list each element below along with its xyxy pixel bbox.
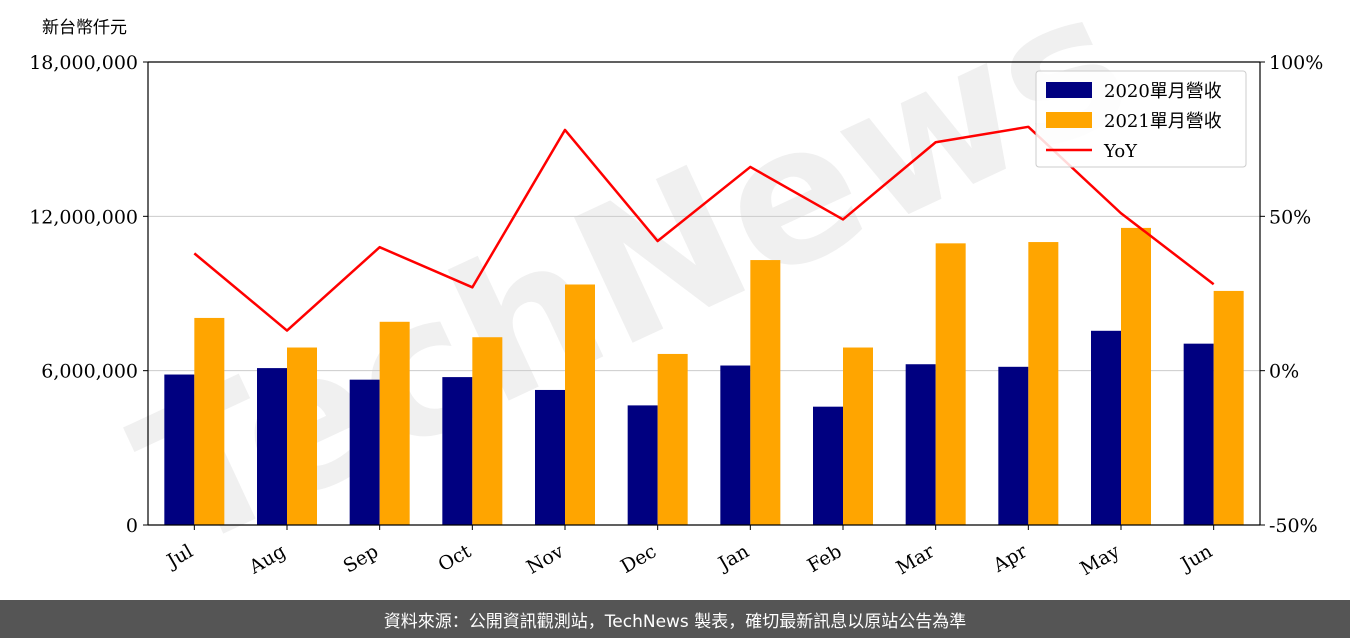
- bar-2021: [1121, 227, 1151, 526]
- y-axis-unit-label: 新台幣仟元: [42, 18, 127, 38]
- right-tick-label: 50%: [1269, 206, 1311, 228]
- x-tick-label: Sep: [340, 540, 383, 577]
- bar-2021: [657, 353, 688, 525]
- x-tick-label: Feb: [804, 540, 846, 577]
- x-tick-label: Jun: [1176, 540, 1217, 576]
- left-tick-label: 18,000,000: [29, 52, 138, 74]
- bar-2021: [194, 317, 225, 525]
- x-tick-label: May: [1077, 540, 1124, 580]
- bar-2021: [935, 243, 966, 525]
- bar-2021: [843, 347, 873, 525]
- bar-2020: [535, 389, 565, 525]
- bar-2020: [627, 405, 658, 525]
- x-tick-label: Apr: [989, 540, 1032, 577]
- left-tick-label: 6,000,000: [41, 361, 138, 383]
- x-tick-label: Oct: [435, 540, 476, 576]
- bar-2021: [1028, 242, 1059, 526]
- bar-2020: [1091, 330, 1121, 525]
- bar-2020: [349, 379, 380, 525]
- bar-2021: [1213, 290, 1244, 525]
- left-tick-label: 0: [126, 515, 138, 537]
- bar-2021: [565, 284, 595, 525]
- source-footer: 資料來源：公開資訊觀測站，TechNews 製表，確切最新訊息以原站公告為準: [0, 600, 1350, 638]
- x-tick-label: Nov: [523, 540, 568, 579]
- legend-label: YoY: [1103, 141, 1138, 162]
- bar-2020: [813, 406, 843, 525]
- right-tick-label: 100%: [1269, 52, 1323, 74]
- bar-2020: [720, 365, 751, 525]
- bar-2020: [1183, 343, 1214, 525]
- source-text: 資料來源：公開資訊觀測站，TechNews 製表，確切最新訊息以原站公告為準: [383, 611, 967, 632]
- legend-swatch: [1046, 82, 1092, 98]
- left-tick-label: 12,000,000: [29, 206, 138, 228]
- x-tick-label: Jan: [713, 540, 753, 576]
- right-tick-label: -50%: [1269, 515, 1318, 537]
- right-tick-label: 0%: [1269, 361, 1299, 383]
- bar-2021: [287, 347, 317, 525]
- x-tick-label: Mar: [893, 540, 939, 579]
- bar-2020: [442, 377, 473, 525]
- bar-2020: [905, 364, 936, 525]
- legend-label: 2021單月營收: [1104, 111, 1222, 132]
- bar-2021: [750, 260, 781, 525]
- bar-2020: [998, 366, 1029, 525]
- bar-2020: [164, 374, 195, 525]
- bar-2021: [379, 321, 410, 525]
- legend-swatch: [1046, 112, 1092, 128]
- bar-2021: [472, 337, 503, 525]
- legend-label: 2020單月營收: [1104, 81, 1222, 102]
- revenue-chart: TechNews新台幣仟元06,000,00012,000,00018,000,…: [29, 0, 1323, 594]
- x-tick-label: Dec: [617, 540, 660, 578]
- bar-2020: [257, 368, 287, 525]
